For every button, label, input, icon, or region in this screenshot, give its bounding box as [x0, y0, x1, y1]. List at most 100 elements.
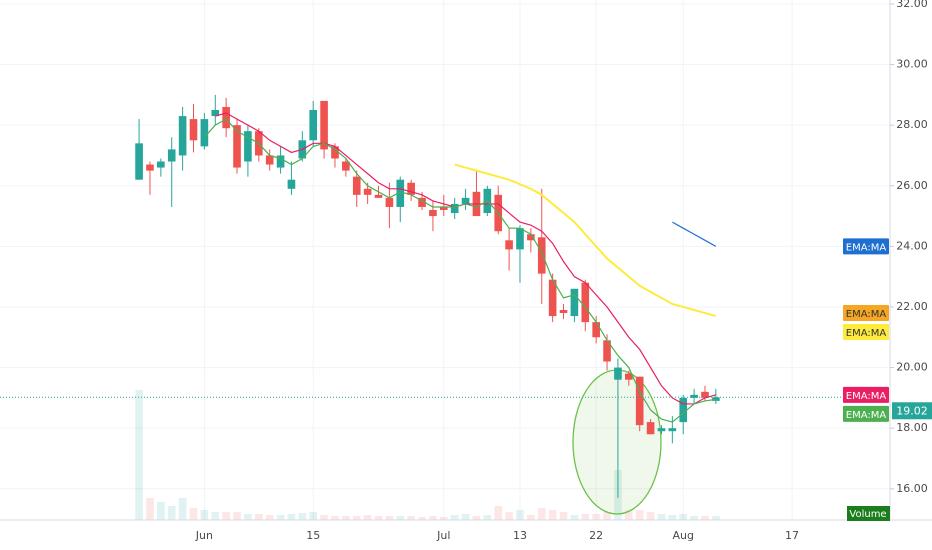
- candle-body: [287, 179, 296, 189]
- candle-body: [146, 164, 154, 171]
- volume-bar: [527, 515, 535, 520]
- volume-bar: [396, 516, 405, 520]
- candle-body: [690, 394, 698, 398]
- volume-bar: [254, 514, 263, 520]
- legend-label: EMA:MA: [846, 309, 887, 320]
- candle-body: [265, 155, 274, 165]
- y-tick-label: 28.00: [896, 118, 928, 131]
- volume-bar: [439, 517, 448, 520]
- volume-bar: [309, 512, 318, 520]
- x-tick-label: Aug: [672, 529, 693, 542]
- legend-tag: [843, 324, 889, 341]
- candle-body: [505, 240, 513, 250]
- x-tick-label: Jun: [195, 529, 213, 542]
- candle-body: [320, 100, 328, 150]
- volume-bar: [320, 515, 328, 520]
- volume-bar: [342, 516, 350, 520]
- volume-bar: [363, 515, 372, 520]
- volume-bar: [668, 515, 677, 520]
- volume-bar: [276, 515, 285, 520]
- candle-body: [244, 131, 252, 162]
- legend-label: EMA:MA: [846, 391, 887, 402]
- candle-body: [374, 194, 383, 198]
- legend-label: EMA:MA: [846, 410, 887, 421]
- candle-body: [657, 428, 666, 432]
- x-tick-label: 15: [306, 529, 320, 542]
- volume-pane: [135, 390, 720, 520]
- candle-body: [592, 322, 600, 338]
- candle-body: [603, 340, 611, 362]
- volume-bar: [461, 514, 470, 520]
- volume-bar: [352, 516, 361, 520]
- volume-bar: [331, 516, 339, 520]
- candle-body: [450, 203, 459, 214]
- candle-body: [222, 106, 230, 129]
- legend-tag: [843, 305, 889, 322]
- candle-body: [625, 373, 633, 380]
- candle-body: [396, 179, 405, 207]
- legend-tag: [843, 405, 889, 422]
- y-tick-label: 20.00: [896, 361, 928, 374]
- volume-bar: [679, 514, 688, 520]
- candle-body: [352, 176, 361, 195]
- last-price-label: 19.02: [896, 404, 928, 417]
- volume-bar: [287, 514, 296, 520]
- volume-bar: [298, 513, 307, 520]
- volume-bar: [559, 512, 568, 520]
- volume-bar: [157, 502, 165, 520]
- volume-bar: [222, 512, 230, 520]
- volume-bar: [472, 516, 481, 520]
- volume-bar: [581, 514, 590, 520]
- candle-body: [461, 197, 470, 204]
- y-tick-label: 24.00: [896, 239, 928, 252]
- volume-bar: [374, 516, 383, 520]
- grid: [0, 0, 890, 520]
- candle-body: [635, 376, 644, 426]
- candle-body: [537, 237, 546, 274]
- legend-label: EMA:MA: [846, 328, 887, 339]
- candle-body: [407, 182, 415, 195]
- candle-body: [276, 155, 285, 168]
- volume-bar: [178, 498, 187, 520]
- y-tick-label: 16.00: [896, 482, 928, 495]
- y-tick-label: 32.00: [896, 0, 928, 10]
- volume-bar: [592, 514, 600, 520]
- volume-bar: [712, 516, 720, 520]
- y-tick-label: 30.00: [896, 58, 928, 71]
- candle-body: [385, 197, 394, 207]
- candle-body: [527, 234, 535, 241]
- candle-body: [331, 146, 339, 159]
- volume-bar: [189, 508, 198, 520]
- candle-body: [581, 282, 590, 323]
- legend-tag: [843, 386, 889, 403]
- candle-body: [178, 116, 187, 156]
- volume-bar: [146, 498, 154, 520]
- candle-body: [646, 422, 655, 435]
- candle-body: [167, 149, 176, 162]
- candle-body: [559, 310, 568, 314]
- price-axis: 16.00 18.00 20.00 22.00 24.00 26.00 28.00 30.00…: [195, 0, 932, 542]
- y-tick-label: 22.00: [896, 300, 928, 313]
- volume-bar: [450, 515, 459, 520]
- candle-body: [200, 119, 209, 147]
- volume-bar: [407, 516, 415, 520]
- volume-bar: [211, 512, 220, 520]
- candle-body: [548, 279, 557, 317]
- volume-bar: [690, 516, 698, 520]
- volume-bar: [244, 514, 252, 520]
- x-tick-label: 13: [513, 529, 527, 542]
- volume-bar: [418, 517, 426, 520]
- volume-bar: [548, 510, 557, 520]
- candle-body: [342, 161, 350, 171]
- ma-line: [672, 221, 717, 247]
- volume-bar: [429, 516, 437, 520]
- candles: [135, 94, 720, 498]
- volume-bar: [505, 512, 513, 520]
- candle-body: [233, 125, 241, 168]
- volume-bar: [135, 390, 143, 520]
- candle-body: [309, 110, 318, 141]
- candle-body: [211, 110, 220, 117]
- volume-bar: [646, 512, 655, 520]
